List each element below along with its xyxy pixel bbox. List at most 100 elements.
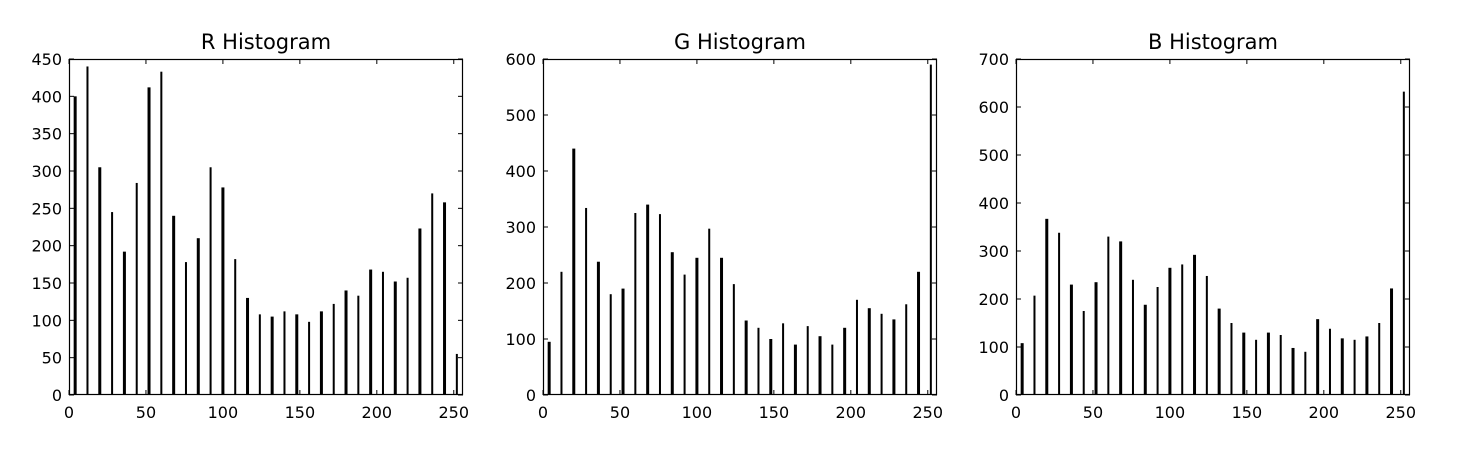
histogram-bar <box>1181 264 1184 395</box>
histogram-bar <box>1168 267 1172 395</box>
histogram-bar <box>1033 295 1036 395</box>
histogram-bar <box>609 294 612 395</box>
plot-area <box>69 59 463 395</box>
y-tick-label: 0 <box>999 386 1009 405</box>
y-tick-label: 100 <box>31 311 62 330</box>
histogram-bar <box>1291 347 1295 395</box>
histogram-bar <box>258 314 261 395</box>
histogram-bar <box>172 215 176 395</box>
x-tick-label: 50 <box>136 403 156 422</box>
y-tick-label: 50 <box>42 349 62 368</box>
histogram-bar <box>1082 311 1085 395</box>
y-tick-label: 200 <box>505 274 536 293</box>
chart-panel: 0 50 100 150 200 250 300 350 400 450 0 50 100 150 200 2… <box>31 30 469 422</box>
plot-area <box>1016 59 1410 395</box>
histogram-bar <box>1340 338 1344 395</box>
y-tick-label: 300 <box>978 242 1009 261</box>
plot-frame <box>1015 58 1411 396</box>
chart-panel: 0 100 200 300 400 500 600 0 50 100 150 200 250 G Hist… <box>505 30 943 422</box>
histogram-bar <box>357 295 360 395</box>
x-tick-label: 0 <box>64 403 74 422</box>
x-tick-label: 50 <box>610 403 630 422</box>
y-tick-label: 0 <box>52 386 62 405</box>
histogram-bar <box>1069 284 1073 395</box>
histogram-bar <box>147 87 151 396</box>
histogram-bar <box>1390 288 1394 395</box>
histogram-bar <box>547 341 551 395</box>
histogram-bar <box>1365 336 1369 395</box>
y-tick-label: 500 <box>978 146 1009 165</box>
histogram-bar <box>270 316 274 395</box>
histogram-bar <box>670 252 674 395</box>
y-tick-label: 100 <box>505 330 536 349</box>
histogram-bar <box>283 311 286 395</box>
histogram-bar <box>806 326 809 395</box>
y-tick-label: 200 <box>978 290 1009 309</box>
histogram-bar <box>86 66 89 395</box>
histogram-bar <box>757 327 760 395</box>
histogram-bar <box>769 339 773 395</box>
x-tick-label: 0 <box>1011 403 1021 422</box>
histogram-bar <box>1107 236 1110 395</box>
histogram-bar <box>867 308 871 395</box>
x-tick-label: 250 <box>438 403 469 422</box>
histogram-bar <box>880 313 883 395</box>
y-tick-label: 100 <box>978 338 1009 357</box>
histogram-bar <box>98 167 102 395</box>
histogram-bar <box>744 320 748 395</box>
y-tick-label: 200 <box>31 237 62 256</box>
histogram-bar <box>308 321 311 395</box>
histogram-bar <box>332 303 335 395</box>
y-tick-label: 600 <box>978 98 1009 117</box>
chart-title: B Histogram <box>1148 30 1278 54</box>
histogram-bar <box>184 262 187 395</box>
histogram-bar <box>782 323 785 395</box>
y-tick-label: 400 <box>31 87 62 106</box>
histogram-bar <box>1242 332 1246 395</box>
x-tick-label: 250 <box>912 403 943 422</box>
histogram-bar <box>658 214 661 395</box>
x-tick-label: 150 <box>285 403 316 422</box>
chart-title: R Histogram <box>201 30 331 54</box>
y-tick-label: 450 <box>31 50 62 69</box>
x-tick-label: 200 <box>362 403 393 422</box>
histogram-bar <box>246 297 250 395</box>
histogram-bar <box>621 288 625 395</box>
histogram-bar <box>818 336 822 395</box>
histogram-bar <box>596 261 600 395</box>
histogram-bar <box>221 187 225 395</box>
histogram-bar <box>1058 232 1061 395</box>
histogram-bar <box>295 314 299 395</box>
histogram-bar <box>1279 335 1282 395</box>
histogram-bar <box>929 64 932 395</box>
histogram-bar <box>393 281 397 395</box>
y-tick-label: 300 <box>31 162 62 181</box>
histogram-bar <box>73 96 77 395</box>
histogram-bar <box>1353 339 1356 395</box>
histogram-bar <box>720 257 724 395</box>
histogram-bar <box>793 344 797 395</box>
histogram-bar <box>917 271 921 395</box>
histogram-bar <box>843 327 847 395</box>
histogram-bar <box>1402 91 1405 395</box>
histogram-bar <box>1316 319 1320 395</box>
histogram-bar <box>1119 241 1123 395</box>
histogram-bar <box>1131 279 1134 395</box>
y-tick-label: 400 <box>978 194 1009 213</box>
y-tick-label: 500 <box>505 106 536 125</box>
histogram-bar <box>160 71 163 395</box>
y-tick-label: 300 <box>505 218 536 237</box>
histogram-bar <box>455 353 458 395</box>
y-tick-label: 600 <box>505 50 536 69</box>
y-tick-label: 150 <box>31 274 62 293</box>
histogram-bar <box>344 290 348 395</box>
histogram-bar <box>732 284 735 395</box>
x-tick-label: 0 <box>538 403 548 422</box>
x-tick-label: 100 <box>682 403 713 422</box>
histogram-bar <box>1143 304 1147 395</box>
histogram-bar <box>443 202 447 395</box>
histogram-bar <box>1193 254 1197 395</box>
histogram-bar <box>1020 343 1024 395</box>
histogram-bar <box>111 212 114 395</box>
